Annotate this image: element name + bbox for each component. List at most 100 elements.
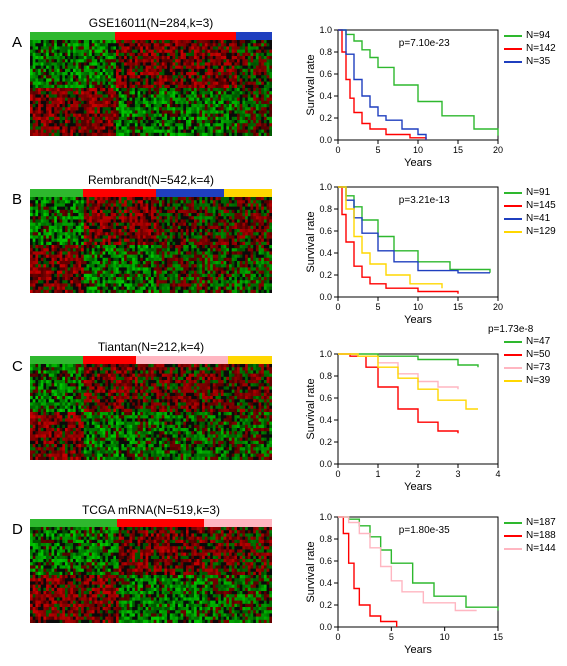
- panel-c: CTiantan(N=212,k=4) 012340.00.20.40.60.8…: [0, 322, 567, 482]
- panel-letter: D: [12, 521, 23, 538]
- legend-item: N=50: [504, 349, 550, 360]
- legend-swatch: [504, 231, 522, 233]
- panel-b: B Rembrandt(N=542,k=4) 051015200.00.20.40…: [0, 165, 567, 325]
- legend-label: N=142: [526, 43, 556, 54]
- svg-text:5: 5: [375, 145, 380, 155]
- cluster-bar: [30, 356, 272, 364]
- legend-label: N=187: [526, 517, 556, 528]
- legend-item: N=47: [504, 336, 550, 347]
- legend-swatch: [504, 367, 522, 369]
- cluster-segment: [117, 519, 204, 527]
- legend-label: N=188: [526, 530, 556, 541]
- cluster-bar: [30, 519, 272, 527]
- dataset-title: GSE16011(N=284,k=3): [30, 16, 272, 30]
- cluster-bar: [30, 189, 272, 197]
- svg-text:15: 15: [453, 145, 463, 155]
- cluster-segment: [156, 189, 224, 197]
- legend-label: N=129: [526, 226, 556, 237]
- legend-swatch: [504, 48, 522, 50]
- heatmap-body: [30, 40, 272, 136]
- heatmap: [30, 189, 272, 293]
- legend-swatch: [504, 522, 522, 524]
- legend-swatch: [504, 61, 522, 63]
- p-value: p=1.80e-35: [399, 525, 450, 536]
- cluster-segment: [236, 32, 272, 40]
- legend-item: N=39: [504, 375, 550, 386]
- legend-swatch: [504, 354, 522, 356]
- cluster-bar: [30, 32, 272, 40]
- legend-swatch: [504, 548, 522, 550]
- cluster-segment: [30, 519, 117, 527]
- legend-label: N=39: [526, 375, 550, 386]
- km-plot: 051015200.00.20.40.60.81.0 Years Surviva…: [310, 28, 560, 168]
- p-value: p=3.21e-13: [399, 195, 450, 206]
- cluster-segment: [115, 32, 236, 40]
- svg-text:0: 0: [335, 145, 340, 155]
- heatmap: [30, 519, 272, 623]
- cluster-segment: [228, 356, 272, 364]
- km-plot: 051015200.00.20.40.60.81.0 Years Surviva…: [310, 185, 560, 325]
- cluster-segment: [204, 519, 272, 527]
- km-plot: 012340.00.20.40.60.81.0 Years Survival r…: [310, 352, 560, 492]
- svg-text:20: 20: [493, 145, 503, 155]
- cluster-segment: [83, 189, 156, 197]
- svg-text:0.2: 0.2: [319, 113, 332, 123]
- legend-label: N=47: [526, 336, 550, 347]
- legend-label: N=41: [526, 213, 550, 224]
- svg-text:0.0: 0.0: [319, 135, 332, 145]
- legend-item: N=187: [504, 517, 556, 528]
- svg-text:10: 10: [413, 145, 423, 155]
- legend-swatch: [504, 205, 522, 207]
- legend-item: N=73: [504, 362, 550, 373]
- legend-swatch: [504, 218, 522, 220]
- legend-label: N=94: [526, 30, 550, 41]
- panel-d: D TCGA mRNA(N=519,k=3) 0510150.00.20.40.6…: [0, 495, 567, 655]
- cluster-segment: [30, 32, 115, 40]
- legend-item: N=142: [504, 43, 556, 54]
- svg-text:0.4: 0.4: [319, 91, 332, 101]
- legend-swatch: [504, 192, 522, 194]
- legend-swatch: [504, 341, 522, 343]
- svg-text:0.8: 0.8: [319, 47, 332, 57]
- cluster-segment: [83, 356, 136, 364]
- cluster-segment: [136, 356, 228, 364]
- legend-swatch: [504, 35, 522, 37]
- legend-label: N=144: [526, 543, 556, 554]
- legend-item: N=144: [504, 543, 556, 554]
- p-value: p=7.10e-23: [399, 38, 450, 49]
- svg-text:1.0: 1.0: [319, 25, 332, 35]
- heatmap-body: [30, 364, 272, 460]
- legend-item: N=91: [504, 187, 550, 198]
- panel-letter: C: [12, 358, 23, 375]
- svg-text:Survival rate: Survival rate: [305, 54, 317, 115]
- legend-swatch: [504, 535, 522, 537]
- heatmap-body: [30, 527, 272, 623]
- legend-item: N=41: [504, 213, 550, 224]
- legend-item: N=94: [504, 30, 550, 41]
- legend-item: N=35: [504, 56, 550, 67]
- cluster-segment: [30, 356, 83, 364]
- p-value: p=1.73e-8: [488, 324, 533, 335]
- heatmap: [30, 356, 272, 460]
- legend-item: N=129: [504, 226, 556, 237]
- legend-label: N=145: [526, 200, 556, 211]
- legend-label: N=91: [526, 187, 550, 198]
- legend-swatch: [504, 380, 522, 382]
- cluster-segment: [224, 189, 272, 197]
- svg-text:0.6: 0.6: [319, 69, 332, 79]
- panel-a: A GSE16011(N=284,k=3) 0 5 10 15 20 0.0 0.2 0.4 0.…: [0, 8, 567, 168]
- legend-label: N=35: [526, 56, 550, 67]
- panel-letter: A: [12, 34, 22, 51]
- dataset-title: Tiantan(N=212,k=4): [30, 340, 272, 354]
- legend-label: N=50: [526, 349, 550, 360]
- panel-letter: B: [12, 191, 22, 208]
- dataset-title: TCGA mRNA(N=519,k=3): [30, 503, 272, 517]
- legend-item: N=145: [504, 200, 556, 211]
- legend-item: N=188: [504, 530, 556, 541]
- heatmap: [30, 32, 272, 136]
- cluster-segment: [30, 189, 83, 197]
- legend-label: N=73: [526, 362, 550, 373]
- heatmap-body: [30, 197, 272, 293]
- dataset-title: Rembrandt(N=542,k=4): [30, 173, 272, 187]
- km-plot: 0510150.00.20.40.60.81.0 Years Survival …: [310, 515, 560, 655]
